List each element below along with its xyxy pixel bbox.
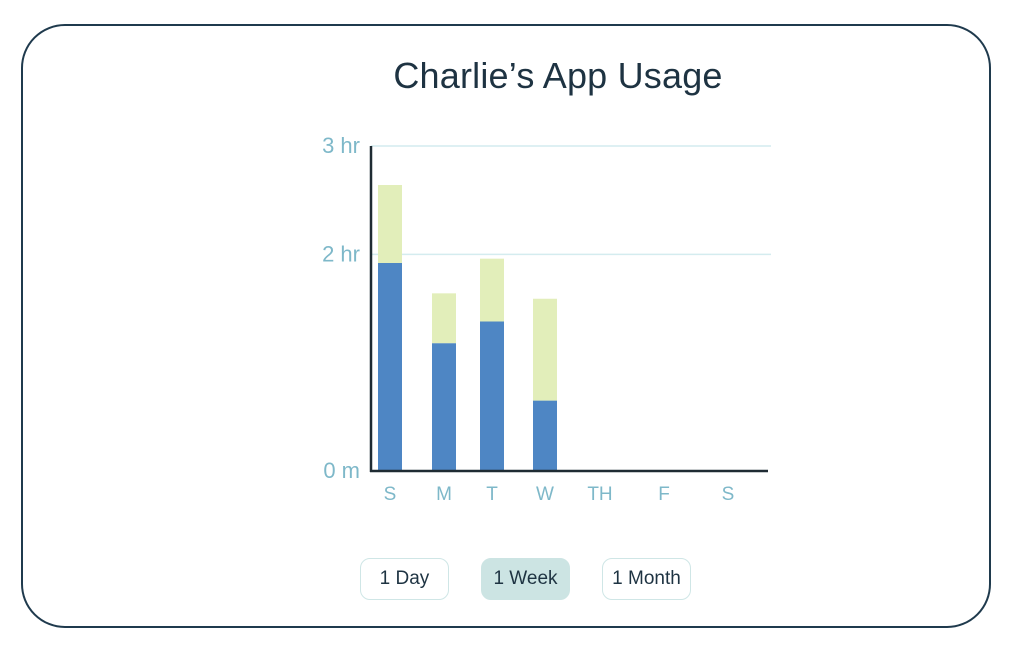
bar-segment bbox=[378, 185, 402, 263]
bar-segment bbox=[432, 343, 456, 471]
page-title: Charlie’s App Usage bbox=[393, 55, 723, 96]
y-tick-label: 2 hr bbox=[322, 241, 360, 266]
bar-segment bbox=[432, 293, 456, 344]
bar-segment bbox=[378, 263, 402, 471]
y-tick-label: 0 m bbox=[323, 458, 360, 483]
range-1-month-button[interactable]: 1 Month bbox=[602, 558, 691, 600]
bar-segment bbox=[533, 298, 557, 401]
x-tick-label: T bbox=[486, 484, 498, 505]
x-tick-label: F bbox=[658, 484, 670, 505]
bar-segment bbox=[533, 400, 557, 471]
x-tick-label: TH bbox=[587, 484, 612, 505]
bar-segment bbox=[480, 321, 504, 471]
x-tick-label: W bbox=[536, 484, 554, 505]
y-tick-label: 3 hr bbox=[322, 133, 360, 158]
range-1-day-button[interactable]: 1 Day bbox=[360, 558, 449, 600]
x-tick-label: M bbox=[436, 484, 452, 505]
x-tick-label: S bbox=[722, 484, 735, 505]
usage-card bbox=[21, 24, 991, 628]
bar-segment bbox=[480, 258, 504, 322]
range-1-week-button[interactable]: 1 Week bbox=[481, 558, 570, 600]
x-tick-label: S bbox=[384, 484, 397, 505]
